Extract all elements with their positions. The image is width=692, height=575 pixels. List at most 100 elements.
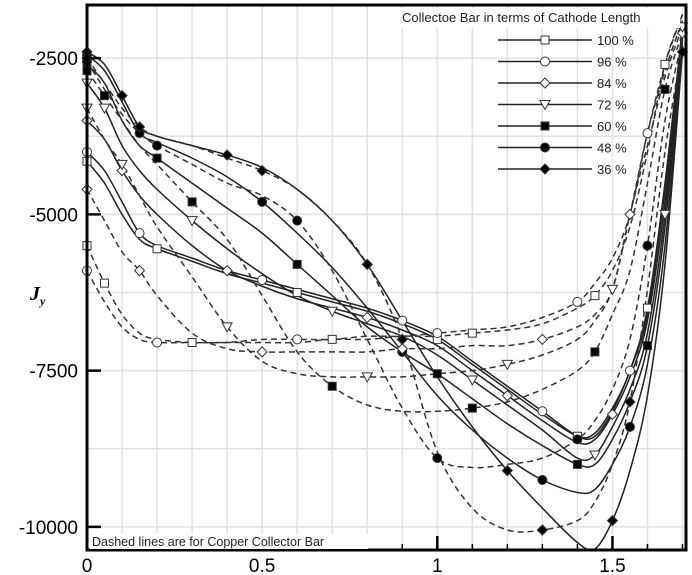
data-point-marker [572, 434, 583, 445]
data-point-marker [606, 514, 619, 527]
data-point-marker [292, 259, 302, 269]
data-point-marker [116, 159, 128, 171]
data-point-marker [432, 328, 443, 339]
data-point-marker [432, 369, 442, 379]
data-point-marker [116, 89, 128, 102]
data-point-marker [133, 121, 146, 133]
data-point-marker [152, 153, 162, 163]
data-point-marker [257, 196, 268, 207]
legend-marker [540, 142, 550, 153]
data-point-marker [501, 464, 514, 477]
data-point-marker [467, 403, 477, 413]
data-point-marker [396, 333, 408, 346]
data-point-marker [327, 381, 337, 391]
data-point-marker [624, 208, 636, 221]
data-point-marker [133, 264, 146, 277]
data-point-marker [396, 343, 408, 355]
x-tick-label: 1.5 [599, 556, 625, 575]
data-point-marker [642, 303, 652, 313]
series-line-11 [86, 26, 684, 378]
data-point-marker [466, 375, 479, 387]
data-point-marker [624, 396, 636, 408]
x-tick-label: 0 [82, 556, 93, 575]
series-line-10 [86, 20, 684, 353]
data-point-marker [100, 91, 110, 101]
data-point-marker [221, 322, 233, 333]
legend-label: 60 % [597, 119, 627, 134]
x-tick-label: 1 [432, 556, 443, 575]
series-line-14 [86, 45, 684, 533]
data-point-marker [501, 389, 514, 402]
y-axis-label: Jy [29, 283, 46, 308]
data-point-marker [152, 337, 163, 348]
data-point-marker [467, 328, 477, 338]
legend-marker [540, 56, 550, 67]
data-point-marker [572, 296, 583, 307]
data-point-marker [187, 338, 197, 347]
dashed-lines-annotation: Dashed lines are for Copper Collector Ba… [92, 535, 324, 549]
data-point-marker [432, 453, 443, 464]
series-line-4 [86, 33, 684, 462]
data-point-marker [536, 333, 549, 346]
data-point-marker [624, 421, 635, 432]
data-point-marker [221, 264, 233, 277]
legend-title: Collectoe Bar in terms of Cathode Length [402, 10, 640, 25]
data-point-marker [361, 311, 373, 324]
series-line-8 [86, 14, 684, 344]
plot-frame [85, 3, 688, 552]
data-point-marker [397, 315, 408, 326]
y-tick-label: -5000 [29, 205, 78, 226]
data-point-marker [642, 341, 652, 351]
data-point-marker [660, 84, 670, 94]
data-point-marker [642, 128, 653, 139]
data-point-marker [292, 288, 302, 297]
legend-label: 36 % [597, 162, 627, 177]
data-point-marker [187, 197, 197, 207]
legend-marker [540, 35, 550, 45]
data-point-marker [501, 359, 514, 371]
annotation-background [90, 534, 368, 549]
data-point-marker [257, 275, 268, 285]
data-point-marker [256, 346, 268, 358]
data-point-marker [537, 475, 548, 485]
data-point-marker [536, 524, 549, 536]
data-point-marker [642, 240, 653, 251]
data-point-marker [116, 164, 128, 177]
y-tick-label: -2500 [29, 49, 78, 70]
data-point-marker [572, 459, 582, 469]
data-point-marker [361, 258, 373, 271]
series-line-13 [86, 39, 684, 469]
data-point-marker [186, 216, 198, 227]
data-point-marker [361, 372, 374, 383]
data-point-marker [606, 408, 619, 421]
data-point-marker [606, 284, 619, 296]
legend-marker [539, 100, 551, 111]
data-point-marker [152, 244, 162, 254]
data-point-marker [659, 209, 671, 221]
legend-marker [539, 77, 551, 89]
y-tick-label: -7500 [29, 362, 78, 383]
series-line-6 [86, 45, 684, 495]
legend-background [400, 8, 680, 28]
legend: 100 % 96 % 84 % 72 % 60 % 48 % 36 % [498, 33, 634, 177]
data-point-marker [590, 347, 600, 357]
data-point-marker [590, 291, 600, 301]
data-point-marker [221, 149, 233, 161]
data-point-marker [292, 334, 303, 345]
x-tick-label: 0.5 [249, 556, 275, 575]
legend-label: 84 % [597, 76, 627, 91]
series-line-7 [86, 51, 684, 552]
data-point-marker [134, 228, 145, 239]
data-point-marker [326, 306, 339, 318]
data-point-marker [589, 450, 601, 462]
data-point-marker [537, 406, 548, 417]
grid [87, 5, 686, 550]
data-point-marker [624, 365, 635, 376]
data-point-marker [100, 278, 110, 288]
series-line-3 [86, 33, 684, 445]
legend-label: 72 % [597, 98, 627, 113]
legend-marker [540, 121, 550, 131]
data-point-marker [327, 334, 337, 344]
data-point-marker [292, 215, 303, 226]
